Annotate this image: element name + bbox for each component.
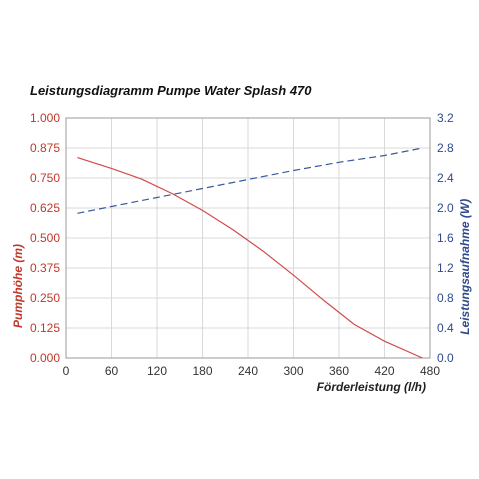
x-tick-label: 120 <box>147 364 167 378</box>
y-right-tick-label: 0.8 <box>437 291 454 305</box>
y-left-tick-label: 0.250 <box>30 291 60 305</box>
grid-lines <box>66 118 430 358</box>
y-right-tick-label: 0.0 <box>437 351 454 365</box>
x-tick-label: 0 <box>63 364 70 378</box>
x-axis-label: Förderleistung (l/h) <box>317 380 426 394</box>
x-tick-label: 300 <box>283 364 303 378</box>
y-left-axis-label: Pumphöhe (m) <box>11 244 25 328</box>
y-right-tick-label: 2.0 <box>437 201 454 215</box>
x-axis-ticks: 0 60 120 180 240 300 360 420 480 <box>63 364 441 378</box>
chart-title: Leistungsdiagramm Pumpe Water Splash 470 <box>30 83 312 98</box>
x-tick-label: 180 <box>192 364 212 378</box>
y-left-tick-label: 0.625 <box>30 201 60 215</box>
y-right-tick-label: 1.2 <box>437 261 454 275</box>
y-left-tick-label: 0.500 <box>30 231 60 245</box>
y-left-tick-label: 0.375 <box>30 261 60 275</box>
y-left-tick-label: 1.000 <box>30 111 60 125</box>
y-left-tick-label: 0.125 <box>30 321 60 335</box>
x-tick-label: 240 <box>238 364 258 378</box>
x-tick-label: 420 <box>374 364 394 378</box>
y-right-tick-label: 0.4 <box>437 321 454 335</box>
plot-area <box>65 117 431 359</box>
x-tick-label: 60 <box>105 364 119 378</box>
x-tick-label: 480 <box>420 364 440 378</box>
y-right-tick-label: 2.4 <box>437 171 454 185</box>
pump-head-line <box>77 157 423 359</box>
y-left-tick-label: 0.750 <box>30 171 60 185</box>
y-left-tick-label: 0.875 <box>30 141 60 155</box>
y-right-axis-label: Leistungsaufnahme (W) <box>458 199 472 335</box>
y-left-axis-ticks: 0.000 0.125 0.250 0.375 0.500 0.625 0.750 0.875… <box>30 111 60 365</box>
y-right-tick-label: 2.8 <box>437 141 454 155</box>
y-right-tick-label: 3.2 <box>437 111 454 125</box>
y-right-tick-label: 1.6 <box>437 231 454 245</box>
data-series <box>77 147 423 359</box>
x-tick-label: 360 <box>329 364 349 378</box>
y-right-axis-ticks: 0.0 0.4 0.8 1.2 1.6 2.0 2.4 2.8 3.2 <box>437 111 454 365</box>
power-consumption-line <box>77 147 423 214</box>
y-left-tick-label: 0.000 <box>30 351 60 365</box>
